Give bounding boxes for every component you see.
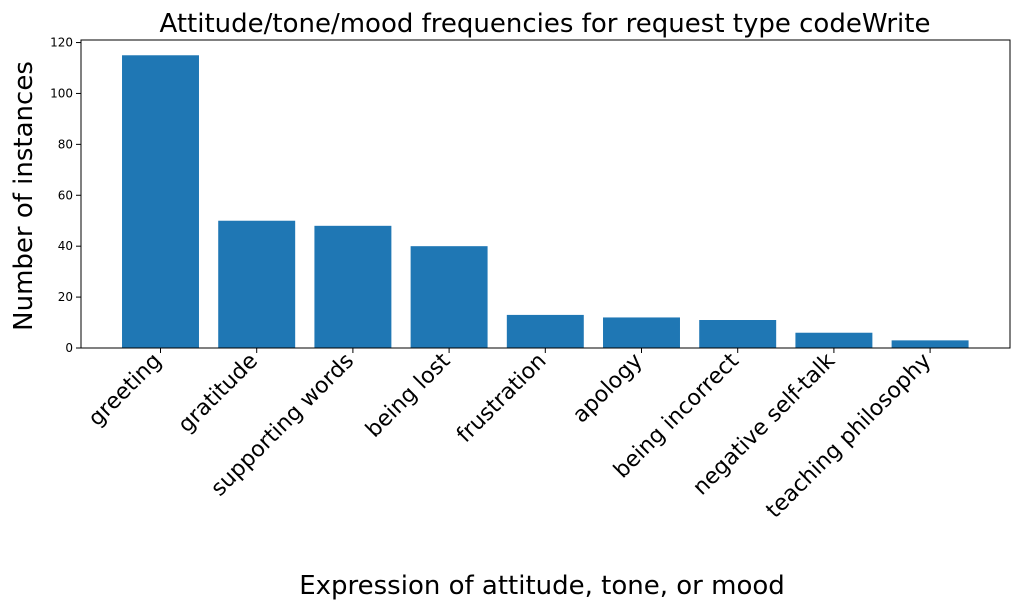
bar-being-lost bbox=[410, 246, 488, 348]
bar-apology bbox=[603, 317, 680, 348]
x-tick-label: being lost bbox=[361, 348, 455, 442]
y-tick-label: 60 bbox=[58, 188, 73, 202]
y-tick-label: 40 bbox=[58, 239, 73, 253]
bar-negative-self-talk bbox=[795, 332, 873, 348]
bar-supporting-words bbox=[314, 225, 392, 348]
bar-being-incorrect bbox=[699, 320, 777, 348]
y-tick-label: 100 bbox=[50, 86, 73, 100]
x-tick-label: frustration bbox=[452, 349, 551, 448]
plot-frame bbox=[80, 39, 1011, 349]
bar-teaching-philosophy bbox=[891, 340, 969, 348]
x-tick-label: teaching philosophy bbox=[762, 349, 937, 524]
y-tick-label: 120 bbox=[50, 36, 73, 50]
x-tick-label: apology bbox=[568, 349, 648, 429]
bars-group bbox=[122, 55, 969, 349]
y-tick-label: 80 bbox=[58, 137, 73, 151]
x-tick-label: greeting bbox=[84, 349, 167, 432]
y-tick-label: 20 bbox=[58, 290, 73, 304]
x-tick-label: gratitude bbox=[174, 349, 263, 438]
y-axis: 0 20 40 60 80 100 120 bbox=[50, 36, 81, 355]
x-axis-label: Expression of attitude, tone, or mood bbox=[299, 571, 785, 601]
bar-frustration bbox=[506, 314, 584, 348]
bar-greeting bbox=[122, 55, 199, 349]
chart-title: Attitude/tone/mood frequencies for reque… bbox=[160, 9, 931, 39]
bar-gratitude bbox=[218, 220, 296, 348]
y-tick-label: 0 bbox=[65, 341, 73, 355]
y-axis-label: Number of instances bbox=[9, 61, 39, 331]
